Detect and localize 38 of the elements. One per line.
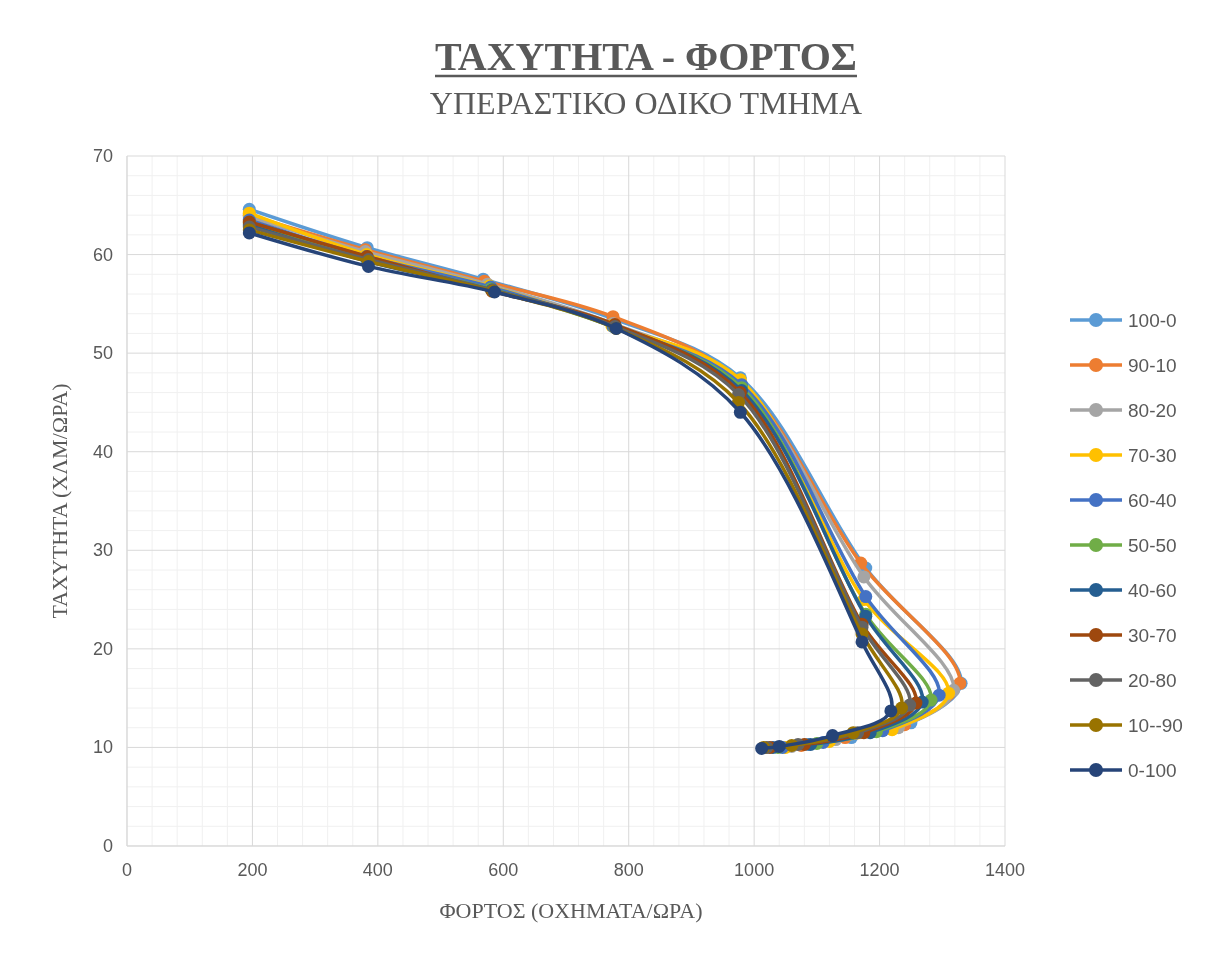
chart-title: ΤΑΧΥΤΗΤΑ - ΦΟΡΤΟΣ [435, 34, 857, 79]
point [857, 570, 871, 584]
legend-label: 80-20 [1128, 400, 1177, 421]
x-tick-label: 1400 [984, 860, 1026, 880]
y-tick-label: 10 [92, 737, 113, 758]
chart-subtitle: ΥΠΕΡΑΣΤΙΚΟ ΟΔΙΚΟ ΤΜΗΜΑ [429, 85, 863, 121]
legend-label: 70-30 [1128, 445, 1177, 466]
legend-label: 20-80 [1128, 670, 1177, 691]
x-tick-label: 400 [362, 860, 393, 880]
x-axis-title: ΦΟΡΤΟΣ (ΟΧΗΜΑΤΑ/ΩΡΑ) [439, 898, 703, 923]
x-tick-label: 600 [488, 860, 519, 880]
legend-label: 100-0 [1128, 310, 1177, 331]
y-tick-label: 20 [92, 638, 113, 659]
x-tick-label: 1000 [734, 860, 775, 880]
legend-label: 60-40 [1128, 490, 1177, 511]
x-tick-label: 800 [613, 860, 644, 880]
legend-label: 10--90 [1128, 715, 1183, 736]
y-tick-label: 70 [92, 146, 113, 166]
legend-label: 90-10 [1128, 355, 1177, 376]
y-tick-label: 50 [92, 343, 113, 364]
point [895, 701, 909, 715]
x-tick-label: 200 [237, 860, 268, 880]
legend-label: 40-60 [1128, 580, 1177, 601]
point [361, 259, 375, 273]
point [855, 635, 869, 649]
legend-label: 50-50 [1128, 535, 1177, 556]
y-tick-label: 40 [92, 441, 113, 462]
point [733, 405, 747, 419]
x-tick-label: 0 [121, 860, 133, 880]
x-tick-label: 1200 [859, 860, 900, 880]
legend-label: 0-100 [1128, 760, 1177, 781]
legend-label: 30-70 [1128, 625, 1177, 646]
y-axis-title: ΤΑΧΥΤΗΤΑ (ΧΛΜ/ΩΡΑ) [47, 383, 72, 619]
y-tick-label: 30 [92, 540, 113, 561]
point [884, 704, 898, 718]
point [826, 729, 840, 743]
y-tick-label: 0 [102, 836, 113, 856]
y-tick-label: 60 [92, 244, 113, 265]
